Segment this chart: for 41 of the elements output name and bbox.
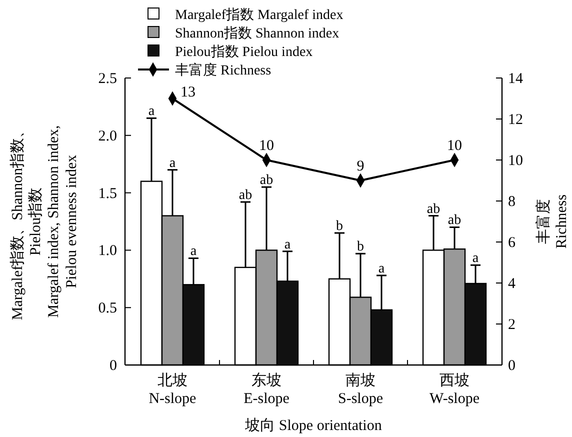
annotation: ab: [260, 173, 274, 188]
data-label: 10: [258, 138, 274, 154]
annotation: a: [169, 156, 176, 171]
y2-tick-label: 0: [508, 358, 516, 374]
y2-tick-label: 12: [508, 112, 523, 128]
legend-label: 丰富度 Richness: [175, 62, 272, 78]
data-label: 13: [180, 84, 196, 100]
y2-tick-label: 4: [508, 276, 516, 292]
annotation: b: [336, 218, 344, 234]
y2-tick-label: 10: [508, 153, 523, 169]
data-label: 10: [447, 138, 462, 154]
y-tick-label: 1.0: [98, 243, 117, 260]
annotation: ab: [238, 188, 252, 203]
legend-label: Margalef指数 Margalef index: [175, 7, 344, 23]
y2-tick-label: 14: [508, 71, 524, 87]
y-tick-label: 0: [110, 358, 117, 374]
y-axis-title: Margalef指数、Shannon指数、 Pielou指数 Margalef index, Shannon index, Pielou evenness index: [9, 122, 80, 320]
annotation: a: [284, 237, 292, 252]
y-tick-label: 2.0: [98, 128, 117, 144]
annotation: a: [148, 104, 156, 120]
annotation: a: [378, 261, 386, 276]
x-tick-label: 北坡 N-slope: [148, 372, 197, 407]
annotation: ab: [448, 213, 462, 228]
x-axis-title: 坡向 Slope orientation: [244, 417, 382, 434]
y-tick-label: 1.5: [98, 186, 117, 202]
annotation: a: [472, 251, 480, 266]
y2-tick-label: 8: [508, 194, 516, 210]
x-tick-label: 东坡 E-slope: [244, 372, 290, 407]
annotation: a: [190, 244, 198, 260]
annotation: ab: [426, 202, 440, 217]
y2-tick-label: 6: [508, 235, 516, 251]
legend-label: Shannon指数 Shannon index: [175, 26, 340, 42]
x-tick-label: 南坡 S-slope: [338, 372, 384, 407]
y-tick-label: 2.5: [98, 71, 117, 87]
annotation: b: [357, 240, 364, 255]
y2-axis-title: 丰富度 Richness: [535, 194, 570, 249]
y2-tick-label: 2: [508, 317, 516, 333]
y-tick-label: 0.5: [98, 300, 117, 317]
data-label: 9: [356, 158, 364, 174]
x-tick-label: 西坡 W-slope: [430, 372, 480, 407]
legend-label: Pielou指数 Pielou index: [175, 44, 313, 60]
